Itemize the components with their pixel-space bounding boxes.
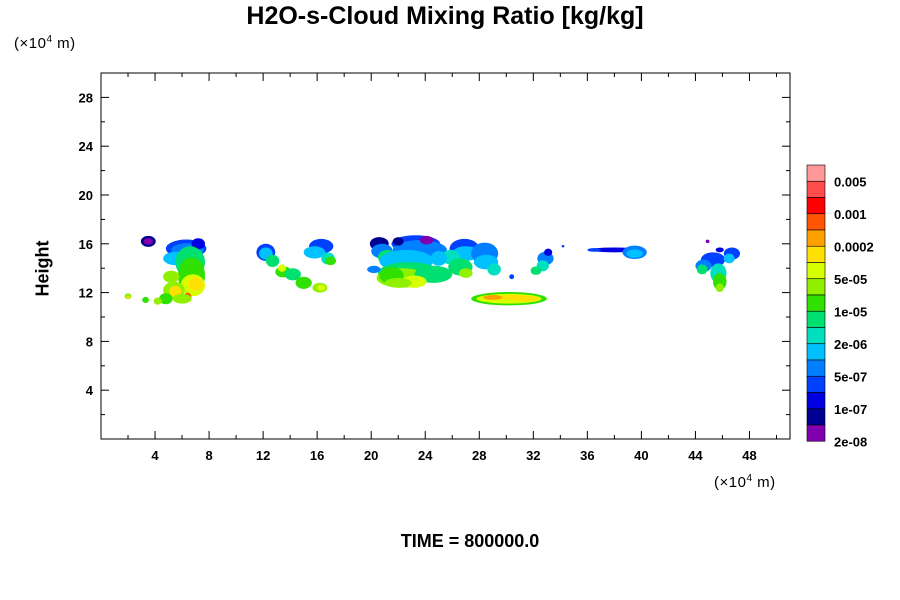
y-unit-label: (×104 m) [14,34,76,52]
y-tick-label: 12 [79,286,93,301]
cloud-contour [277,264,287,272]
cloud-contour [715,283,724,292]
cloud-contour [419,235,434,245]
cloud-contour [303,246,326,259]
cloud-contour [325,256,337,266]
colorbar-swatch [806,245,826,263]
colorbar-swatch [806,164,826,182]
colorbar-label: 0.0002 [834,239,874,254]
x-tick-label: 36 [580,448,594,463]
colorbar-label: 2e-08 [834,434,867,449]
y-tick-label: 28 [79,90,93,105]
colorbar-label: 0.005 [834,174,867,189]
colorbar-swatch [806,424,826,442]
colorbar-swatch [806,327,826,345]
cloud-contour [483,295,503,300]
cloud-contour [265,254,280,267]
cloud-contour [723,253,735,264]
x-tick-label: 32 [526,448,540,463]
colorbar-swatch [806,359,826,377]
y-tick-label: 8 [86,334,93,349]
colorbar-label: 2e-06 [834,337,867,352]
colorbar-swatch [806,229,826,247]
cloud-contour [715,247,724,253]
cloud-field [124,235,741,306]
colorbar-swatch [806,197,826,215]
colorbar-label: 5e-05 [834,272,867,287]
colorbar-swatch [806,343,826,361]
cloud-contour [459,268,473,278]
cloud-contour [509,274,515,280]
cloud-contour [284,268,301,281]
x-tick-label: 12 [256,448,270,463]
y-tick-label: 16 [79,237,93,252]
cloud-contour [561,245,565,248]
colorbar-label: 1e-05 [834,304,867,319]
cloud-contour [514,295,539,302]
cloud-contour [163,270,180,283]
x-tick-label: 48 [742,448,756,463]
colorbar-swatch [806,213,826,231]
cloud-contour [587,248,601,252]
cloud-contour [392,237,404,246]
colorbar-swatch [806,408,826,426]
colorbar-swatch [806,294,826,312]
cloud-contour [487,263,501,276]
cloud-contour [367,265,381,274]
x-tick-label: 40 [634,448,648,463]
x-tick-label: 44 [688,448,703,463]
y-tick-label: 24 [79,139,94,154]
cloud-contour [191,238,206,250]
colorbar: 0.005 0.001 0.0002 5e-05 1e-05 2e-06 5e-07 1e-0… [806,164,874,449]
y-tick-label: 4 [86,383,94,398]
x-unit-label: (×104 m) [714,473,776,491]
cloud-contour [169,285,182,297]
cloud-contour [696,264,708,275]
cloud-contour [705,239,710,244]
colorbar-swatch [806,310,826,328]
time-label: TIME = 800000.0 [400,531,540,551]
cloud-contour [159,293,173,305]
cloud-contour [126,296,130,299]
cloud-contour [295,276,312,289]
cloud-contour [544,248,553,256]
cloud-contour [153,297,162,305]
cloud-contour [530,266,542,275]
colorbar-swatch [806,278,826,296]
cloud-contour [430,251,447,266]
colorbar-label: 5e-07 [834,369,867,384]
cloud-contour [142,296,149,303]
x-tick-label: 20 [364,448,378,463]
colorbar-swatch [806,262,826,280]
x-tick-label: 16 [310,448,324,463]
y-tick-label: 20 [79,188,93,203]
x-tick-label: 28 [472,448,486,463]
cloud-contour [626,249,643,258]
chart-title: H2O-s-Cloud Mixing Ratio [kg/kg] [246,2,644,30]
colorbar-swatch [806,180,826,198]
cloud-contour [384,277,412,288]
cloud-contour [143,237,154,245]
colorbar-label: 0.001 [834,207,867,222]
x-tick-label: 24 [418,448,433,463]
x-tick-label: 4 [151,448,159,463]
colorbar-swatch [806,392,826,410]
colorbar-swatch [806,375,826,393]
cloud-contour [317,284,326,291]
x-tick-label: 8 [205,448,212,463]
colorbar-label: 1e-07 [834,402,867,417]
cloud-contour [188,277,203,291]
cloud-contour [172,293,192,304]
